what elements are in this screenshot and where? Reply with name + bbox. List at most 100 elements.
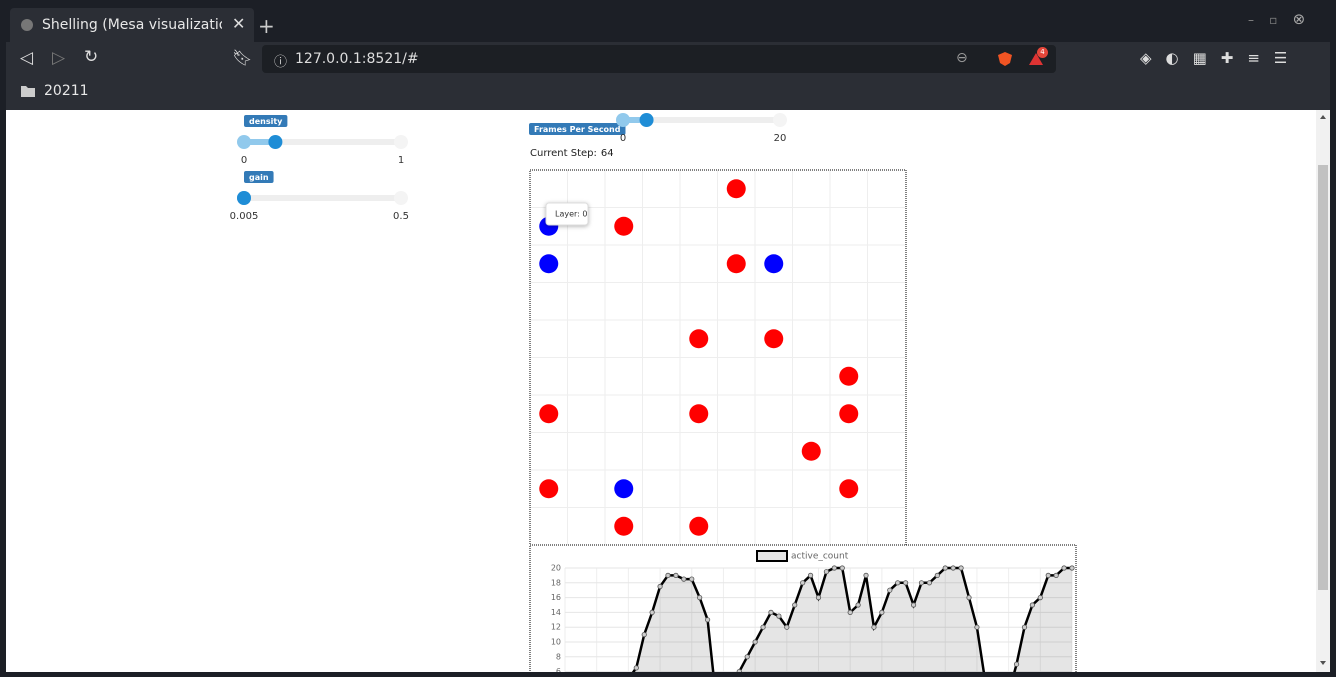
url-bar[interactable]: ⓘ 127.0.0.1:8521/# ⊖ 4 <box>262 45 1056 73</box>
reload-button[interactable]: ↻ <box>84 47 99 67</box>
tab-close[interactable]: ✕ <box>232 14 246 33</box>
point <box>934 572 940 579</box>
new-tab[interactable]: + <box>258 14 275 38</box>
point <box>649 609 655 616</box>
toolbar: ◁ ▷ ↻ 🔖︎ ⓘ 127.0.0.1:8521/# ⊖ 4 ◈◐▦✚≡☰ 2… <box>6 42 1330 110</box>
y-tick-label: 8 <box>556 652 561 661</box>
slider-end <box>394 191 408 205</box>
info-icon: ⓘ <box>274 55 288 70</box>
point <box>871 624 877 630</box>
point <box>1037 594 1043 601</box>
point <box>697 594 703 601</box>
agent <box>839 479 859 499</box>
agent <box>539 404 559 424</box>
point <box>776 613 782 619</box>
point <box>958 565 964 571</box>
point <box>926 580 933 586</box>
slider-start <box>616 113 630 127</box>
y-tick-label: 10 <box>551 638 561 647</box>
point <box>847 609 853 616</box>
bookmark-button[interactable]: 🔖︎ <box>232 48 253 67</box>
page: density 0 1 gain 0.005 0.5 Frames Per Second 0 2… <box>6 110 1316 672</box>
point <box>704 617 711 623</box>
folder-icon <box>21 86 35 97</box>
slider-label: Frames Per Second <box>534 125 621 134</box>
point <box>681 576 687 582</box>
agent <box>614 216 634 236</box>
point <box>1061 565 1067 571</box>
agent <box>764 254 784 274</box>
point <box>918 580 925 586</box>
current-step-label: Current Step: <box>530 148 597 159</box>
brave-shield[interactable] <box>997 51 1013 67</box>
tab-title: Shelling (Mesa visualizatio <box>42 17 222 33</box>
agent <box>839 404 859 424</box>
back-button[interactable]: ◁ <box>20 48 34 68</box>
point <box>657 583 663 590</box>
point <box>887 587 893 593</box>
point <box>760 624 766 630</box>
point <box>752 639 758 645</box>
agent <box>614 479 634 499</box>
point <box>966 594 972 601</box>
agent <box>614 516 634 536</box>
y-tick-label: 18 <box>551 578 561 587</box>
point <box>1021 624 1028 630</box>
point <box>673 572 679 579</box>
agent <box>726 179 746 199</box>
point <box>974 624 980 630</box>
point <box>1069 565 1075 571</box>
slider-handle[interactable] <box>237 191 251 205</box>
point <box>689 576 695 582</box>
point <box>736 669 742 672</box>
slider-handle[interactable] <box>639 113 654 127</box>
point <box>950 565 956 571</box>
point <box>807 572 814 579</box>
legend-label: active_count <box>791 552 849 562</box>
point <box>910 602 917 608</box>
point <box>768 609 774 616</box>
bookmark-folder[interactable]: 20211 <box>44 83 89 99</box>
point <box>641 631 647 638</box>
window-controls[interactable]: – ▫ ⊗ <box>1248 10 1306 28</box>
forward-button[interactable]: ▷ <box>52 48 66 68</box>
legend-swatch <box>756 550 788 562</box>
point <box>895 580 901 586</box>
point <box>855 602 861 608</box>
y-tick-label: 14 <box>551 608 561 617</box>
tooltip: Layer: 0 <box>555 210 588 219</box>
extensions[interactable]: ◈◐▦✚≡☰ <box>1140 49 1302 67</box>
area <box>633 568 1072 672</box>
point <box>1029 602 1035 608</box>
tab[interactable]: Shelling (Mesa visualizatio ✕ <box>10 8 254 42</box>
chart-border <box>529 544 1077 672</box>
agent <box>689 404 709 424</box>
point <box>800 580 806 586</box>
url: 127.0.0.1:8521/# <box>295 51 419 67</box>
rewards-icon[interactable] <box>1028 51 1044 67</box>
tooltip-bg <box>545 202 589 226</box>
point <box>863 572 869 579</box>
point <box>633 665 639 671</box>
point <box>1013 661 1020 667</box>
slider-max: 0.5 <box>393 211 409 222</box>
point <box>784 624 790 630</box>
agent <box>539 479 559 499</box>
slider-handle[interactable] <box>268 135 283 149</box>
point <box>903 580 909 586</box>
agent <box>764 329 784 349</box>
point <box>1053 572 1059 579</box>
agent <box>726 254 746 274</box>
slider-label-bg <box>529 123 626 135</box>
slider-min: 0 <box>241 155 247 166</box>
slider-max: 20 <box>774 133 787 144</box>
scrollbar[interactable] <box>1316 110 1330 672</box>
agent <box>839 366 859 386</box>
agent <box>539 254 559 274</box>
y-tick-label: 16 <box>551 593 561 602</box>
zoom-icon[interactable]: ⊖ <box>956 50 968 66</box>
slider-label: density <box>249 117 283 126</box>
slider-label: gain <box>249 173 269 182</box>
